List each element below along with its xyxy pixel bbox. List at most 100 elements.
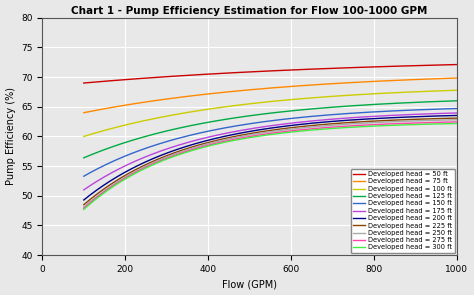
Developed head = 175 ft bbox=[81, 188, 87, 192]
Developed head = 175 ft bbox=[454, 111, 460, 115]
Line: Developed head = 225 ft: Developed head = 225 ft bbox=[84, 118, 457, 205]
Developed head = 275 ft bbox=[260, 133, 266, 136]
Developed head = 250 ft bbox=[303, 126, 309, 129]
Developed head = 300 ft bbox=[303, 129, 309, 132]
Developed head = 125 ft bbox=[454, 99, 460, 103]
Developed head = 250 ft bbox=[387, 120, 392, 124]
Developed head = 225 ft bbox=[81, 203, 87, 206]
Developed head = 225 ft bbox=[283, 127, 289, 130]
Developed head = 200 ft bbox=[454, 114, 460, 117]
Line: Developed head = 150 ft: Developed head = 150 ft bbox=[84, 109, 457, 176]
Developed head = 50 ft bbox=[445, 63, 451, 67]
Developed head = 275 ft bbox=[387, 122, 392, 126]
Developed head = 150 ft bbox=[445, 107, 451, 111]
Developed head = 300 ft bbox=[283, 131, 289, 135]
Developed head = 200 ft bbox=[387, 116, 392, 119]
Developed head = 175 ft bbox=[283, 122, 289, 126]
Developed head = 225 ft bbox=[260, 130, 266, 133]
Developed head = 75 ft bbox=[258, 87, 264, 91]
Developed head = 100 ft bbox=[454, 88, 460, 92]
Developed head = 275 ft bbox=[81, 206, 87, 210]
Developed head = 50 ft bbox=[454, 63, 460, 66]
Developed head = 100 ft bbox=[387, 91, 392, 95]
Title: Chart 1 - Pump Efficiency Estimation for Flow 100-1000 GPM: Chart 1 - Pump Efficiency Estimation for… bbox=[72, 6, 428, 16]
Developed head = 125 ft bbox=[81, 156, 87, 160]
Developed head = 125 ft bbox=[387, 102, 392, 105]
Developed head = 250 ft bbox=[283, 128, 289, 132]
Developed head = 200 ft bbox=[303, 122, 309, 126]
Developed head = 300 ft bbox=[258, 134, 264, 138]
Developed head = 300 ft bbox=[81, 208, 87, 211]
Developed head = 275 ft bbox=[258, 133, 264, 137]
Developed head = 50 ft bbox=[303, 68, 309, 71]
Developed head = 50 ft bbox=[81, 81, 87, 85]
Developed head = 275 ft bbox=[445, 120, 451, 124]
Line: Developed head = 200 ft: Developed head = 200 ft bbox=[84, 115, 457, 200]
Developed head = 300 ft bbox=[387, 124, 392, 127]
X-axis label: Flow (GPM): Flow (GPM) bbox=[222, 279, 277, 289]
Developed head = 225 ft bbox=[303, 124, 309, 128]
Developed head = 150 ft bbox=[387, 109, 392, 113]
Developed head = 175 ft bbox=[387, 114, 392, 117]
Developed head = 300 ft bbox=[454, 122, 460, 125]
Developed head = 75 ft bbox=[303, 83, 309, 87]
Developed head = 225 ft bbox=[454, 116, 460, 120]
Developed head = 125 ft bbox=[303, 108, 309, 111]
Developed head = 175 ft bbox=[258, 125, 264, 129]
Developed head = 250 ft bbox=[81, 205, 87, 209]
Developed head = 100 ft bbox=[283, 98, 289, 102]
Line: Developed head = 275 ft: Developed head = 275 ft bbox=[84, 122, 457, 208]
Developed head = 100 ft bbox=[303, 96, 309, 100]
Developed head = 75 ft bbox=[81, 111, 87, 114]
Developed head = 150 ft bbox=[454, 107, 460, 110]
Developed head = 275 ft bbox=[303, 127, 309, 131]
Developed head = 125 ft bbox=[283, 110, 289, 113]
Line: Developed head = 250 ft: Developed head = 250 ft bbox=[84, 120, 457, 207]
Developed head = 150 ft bbox=[283, 117, 289, 121]
Developed head = 300 ft bbox=[445, 122, 451, 125]
Developed head = 250 ft bbox=[454, 118, 460, 122]
Line: Developed head = 50 ft: Developed head = 50 ft bbox=[84, 65, 457, 83]
Developed head = 125 ft bbox=[445, 99, 451, 103]
Developed head = 125 ft bbox=[258, 112, 264, 116]
Developed head = 150 ft bbox=[260, 120, 266, 124]
Developed head = 275 ft bbox=[454, 120, 460, 124]
Developed head = 50 ft bbox=[387, 65, 392, 68]
Developed head = 250 ft bbox=[445, 118, 451, 122]
Developed head = 100 ft bbox=[81, 135, 87, 138]
Developed head = 225 ft bbox=[258, 130, 264, 134]
Line: Developed head = 125 ft: Developed head = 125 ft bbox=[84, 101, 457, 158]
Developed head = 175 ft bbox=[445, 112, 451, 115]
Developed head = 75 ft bbox=[454, 76, 460, 80]
Developed head = 225 ft bbox=[445, 117, 451, 120]
Developed head = 75 ft bbox=[445, 76, 451, 80]
Developed head = 250 ft bbox=[258, 131, 264, 135]
Y-axis label: Pump Efficiency (%): Pump Efficiency (%) bbox=[6, 87, 16, 186]
Developed head = 100 ft bbox=[260, 101, 266, 104]
Line: Developed head = 300 ft: Developed head = 300 ft bbox=[84, 124, 457, 209]
Developed head = 175 ft bbox=[303, 120, 309, 123]
Developed head = 200 ft bbox=[445, 114, 451, 117]
Developed head = 275 ft bbox=[283, 130, 289, 133]
Legend: Developed head = 50 ft, Developed head = 75 ft, Developed head = 100 ft, Develop: Developed head = 50 ft, Developed head =… bbox=[351, 168, 455, 253]
Developed head = 200 ft bbox=[81, 198, 87, 202]
Developed head = 50 ft bbox=[258, 70, 264, 73]
Line: Developed head = 175 ft: Developed head = 175 ft bbox=[84, 113, 457, 190]
Developed head = 150 ft bbox=[258, 120, 264, 124]
Developed head = 75 ft bbox=[260, 87, 266, 90]
Developed head = 150 ft bbox=[303, 115, 309, 119]
Developed head = 100 ft bbox=[445, 89, 451, 92]
Developed head = 100 ft bbox=[258, 101, 264, 104]
Developed head = 300 ft bbox=[260, 134, 266, 137]
Developed head = 75 ft bbox=[387, 79, 392, 82]
Developed head = 225 ft bbox=[387, 119, 392, 122]
Developed head = 50 ft bbox=[260, 70, 266, 73]
Developed head = 50 ft bbox=[283, 68, 289, 72]
Developed head = 75 ft bbox=[283, 85, 289, 88]
Developed head = 125 ft bbox=[260, 112, 266, 116]
Developed head = 175 ft bbox=[260, 125, 266, 129]
Developed head = 200 ft bbox=[258, 128, 264, 131]
Developed head = 150 ft bbox=[81, 174, 87, 178]
Developed head = 200 ft bbox=[283, 124, 289, 128]
Line: Developed head = 100 ft: Developed head = 100 ft bbox=[84, 90, 457, 137]
